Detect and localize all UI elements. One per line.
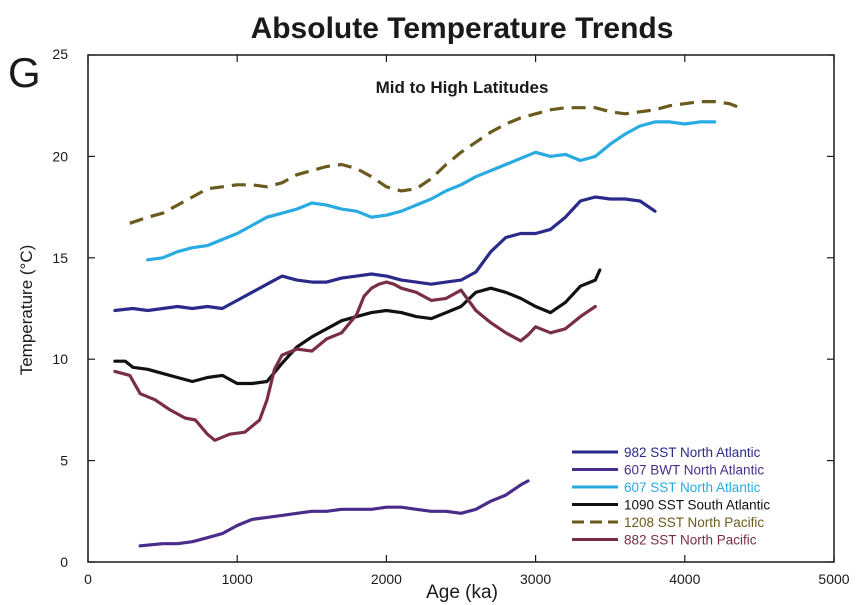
y-tick-label: 5 [60, 453, 68, 469]
x-tick-label: 4000 [669, 571, 700, 587]
plot-frame [87, 54, 835, 563]
legend-label-5: 882 SST North Pacific [624, 533, 757, 548]
x-tick-label: 2000 [371, 571, 402, 587]
y-tick-label: 20 [52, 148, 68, 164]
legend-label-0: 982 SST North Atlantic [624, 445, 761, 460]
series-line-1 [138, 479, 530, 548]
axis-ticks: 0 1000 2000 3000 4000 5000 0 5 10 15 20 25 [52, 46, 849, 587]
chart-title: Absolute Temperature Trends [251, 12, 674, 45]
y-tick-label: 0 [60, 554, 68, 570]
legend-label-1: 607 BWT North Atlantic [624, 463, 764, 478]
x-tick-label: 1000 [222, 571, 253, 587]
y-tick-label: 25 [52, 46, 68, 62]
y-tick-label: 15 [52, 250, 68, 266]
legend-label-4: 1208 SST North Pacific [624, 515, 764, 530]
legend: 982 SST North Atlantic 607 BWT North Atla… [572, 445, 770, 548]
x-tick-label: 3000 [520, 571, 551, 587]
legend-label-3: 1090 SST South Atlantic [624, 498, 770, 513]
x-tick-label: 5000 [818, 571, 849, 587]
series-line-4 [129, 100, 741, 225]
y-tick-label: 10 [52, 351, 68, 367]
x-tick-label: 0 [84, 571, 92, 587]
series-line-5 [113, 280, 597, 442]
panel-letter: G [8, 49, 41, 96]
y-axis-label: Temperature (°C) [17, 245, 36, 376]
legend-label-2: 607 SST North Atlantic [624, 480, 761, 495]
x-axis-label: Age (ka) [426, 582, 498, 603]
series-line-2 [146, 120, 717, 262]
series-lines [113, 100, 741, 548]
chart-subtitle: Mid to High Latitudes [376, 78, 549, 97]
series-line-3 [113, 268, 602, 386]
series-line-0 [113, 195, 657, 313]
